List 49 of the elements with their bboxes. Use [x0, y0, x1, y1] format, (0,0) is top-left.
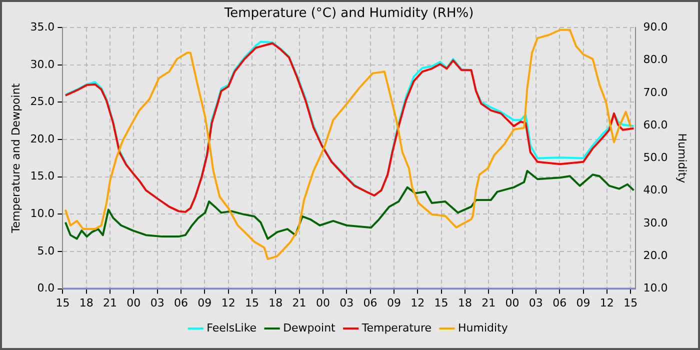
x-tick-label: 15	[624, 296, 638, 310]
y2-tick-label: 50.0	[643, 151, 668, 164]
x-tick-label: 06	[363, 296, 378, 310]
y-tick-label: 35.0	[30, 20, 55, 34]
x-tick-label: 03	[340, 296, 354, 310]
y2-tick-label: 30.0	[643, 216, 668, 230]
y-axis-title: Temperature and Dewpoint	[9, 82, 22, 234]
x-tick-label: 00	[505, 296, 520, 310]
y2-tick-label: 10.0	[643, 282, 668, 295]
x-tick-label: 09	[576, 296, 590, 310]
x-tick-label: 09	[198, 296, 212, 310]
x-tick-label: 21	[103, 296, 118, 310]
legend-label: Temperature	[360, 321, 432, 334]
chart-title: Temperature (°C) and Humidity (RH%)	[223, 6, 474, 22]
x-tick-label: 18	[268, 296, 283, 310]
x-tick-label: 15	[244, 296, 259, 310]
y-tick-label: 5.0	[37, 244, 55, 258]
y2-tick-label: 90.0	[643, 20, 668, 34]
x-tick-label: 12	[600, 296, 614, 310]
y-tick-label: 30.0	[30, 58, 55, 71]
x-tick-label: 18	[79, 296, 94, 310]
y2-tick-label: 80.0	[643, 53, 668, 66]
y2-tick-label: 70.0	[643, 86, 668, 99]
y-tick-label: 25.0	[30, 95, 55, 108]
y2-tick-label: 40.0	[643, 184, 668, 197]
y2-tick-label: 20.0	[643, 249, 668, 262]
y2-tick-label: 60.0	[643, 118, 668, 132]
x-tick-label: 06	[552, 296, 567, 310]
x-tick-label: 21	[482, 296, 496, 310]
y-tick-label: 0.0	[37, 282, 55, 295]
y-tick-label: 10.0	[30, 207, 55, 220]
x-tick-label: 18	[458, 296, 472, 310]
y2-axis-title: Humidity	[676, 133, 689, 184]
x-tick-label: 03	[528, 296, 543, 310]
legend-label: Humidity	[458, 321, 508, 334]
x-tick-label: 12	[221, 296, 236, 310]
y-tick-label: 15.0	[30, 170, 55, 183]
legend-label: Dewpoint	[283, 321, 336, 334]
x-tick-label: 00	[126, 296, 141, 310]
x-tick-label: 06	[174, 296, 188, 310]
x-tick-label: 21	[292, 296, 306, 310]
x-tick-label: 03	[150, 296, 164, 310]
legend-label: FeelsLike	[206, 321, 257, 334]
y-tick-label: 20.0	[30, 132, 55, 146]
x-tick-label: 15	[434, 296, 448, 310]
x-tick-label: 15	[56, 296, 70, 310]
x-tick-label: 09	[386, 296, 401, 310]
x-tick-label: 00	[316, 296, 330, 310]
x-tick-label: 12	[410, 296, 425, 310]
